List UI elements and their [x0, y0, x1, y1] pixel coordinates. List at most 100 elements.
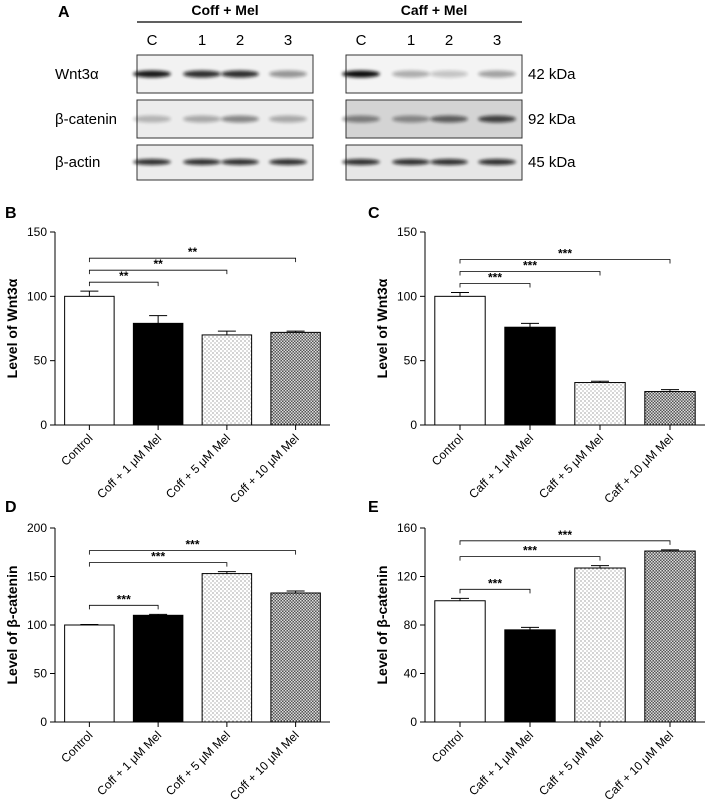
significance-label: *** — [151, 550, 165, 564]
y-tick-label: 150 — [27, 570, 47, 584]
bar — [201, 573, 253, 723]
blot-band — [133, 159, 171, 165]
blot-size-label: 42 kDa — [528, 66, 576, 83]
blot-band — [183, 159, 221, 165]
x-tick-label: Caff + 10 μM Mel — [601, 728, 676, 803]
significance-bracket — [88, 604, 159, 610]
x-tick-label: Coff + 5 μM Mel — [163, 431, 233, 501]
bar — [434, 600, 486, 723]
lane-label: 3 — [493, 32, 501, 49]
bar — [644, 550, 696, 723]
panel-label: B — [5, 205, 17, 222]
x-tick-label: Coff + 10 μM Mel — [227, 728, 302, 803]
significance-label: *** — [488, 270, 502, 284]
significance-bracket — [459, 283, 531, 288]
y-tick-label: 0 — [40, 418, 47, 432]
x-tick-label: Control — [429, 431, 466, 468]
blot-band — [392, 115, 430, 123]
blot-size-label: 92 kDa — [528, 111, 576, 128]
x-tick-label: Caff + 5 μM Mel — [536, 431, 606, 501]
y-tick-label: 80 — [404, 618, 418, 632]
bar — [504, 629, 556, 723]
blot-size-label: 45 kDa — [528, 154, 576, 171]
significance-bracket — [88, 257, 297, 263]
lane-label: 3 — [284, 32, 292, 49]
panel-label: E — [368, 499, 379, 516]
y-axis-label: Level of Wnt3α — [4, 278, 20, 378]
significance-bracket — [88, 281, 159, 287]
significance-label: ** — [153, 257, 163, 271]
blot-group-label: Coff + Mel — [191, 2, 258, 18]
significance-label: *** — [523, 258, 537, 272]
x-tick-label: Coff + 10 μM Mel — [227, 431, 302, 506]
lane-label: C — [356, 32, 367, 49]
blot-band — [342, 115, 380, 123]
blot-row-label: β-actin — [55, 154, 100, 171]
significance-label: ** — [119, 269, 129, 283]
y-tick-label: 0 — [410, 715, 417, 729]
blot-band — [221, 115, 259, 123]
significance-label: *** — [185, 538, 199, 552]
significance-bracket — [88, 550, 297, 555]
x-tick-label: Control — [429, 728, 466, 765]
bar — [64, 295, 115, 426]
blot-band — [221, 159, 259, 165]
x-tick-label: Coff + 1 μM Mel — [94, 728, 164, 798]
y-tick-label: 150 — [397, 225, 417, 239]
blot-band — [392, 159, 430, 165]
blot-band — [392, 70, 430, 78]
bar — [270, 592, 321, 723]
panel-label: D — [5, 499, 17, 516]
significance-bracket — [459, 271, 601, 276]
bar — [504, 326, 556, 426]
lane-label: 2 — [236, 32, 244, 49]
y-tick-label: 100 — [27, 289, 47, 303]
blot-band — [269, 159, 307, 165]
blot-row-label: Wnt3α — [55, 66, 99, 83]
bar — [574, 567, 626, 723]
blot-band — [183, 115, 221, 123]
significance-label: *** — [558, 246, 572, 260]
lane-label: 1 — [407, 32, 415, 49]
significance-label: *** — [523, 544, 537, 558]
blot-band — [342, 159, 380, 165]
blot-band — [430, 159, 468, 165]
bar — [434, 295, 486, 426]
significance-label: ** — [188, 245, 198, 259]
significance-bracket — [88, 269, 228, 275]
blot-band — [478, 115, 516, 123]
x-tick-label: Control — [58, 728, 95, 765]
blot-band — [430, 115, 468, 123]
x-tick-label: Caff + 5 μM Mel — [536, 728, 606, 798]
significance-label: *** — [488, 576, 502, 590]
bar — [64, 624, 115, 723]
significance-bracket — [459, 588, 531, 594]
x-tick-label: Control — [58, 431, 95, 468]
y-tick-label: 100 — [397, 289, 417, 303]
y-tick-label: 0 — [410, 418, 417, 432]
y-tick-label: 150 — [27, 225, 47, 239]
blot-band — [430, 70, 468, 78]
significance-bracket — [459, 556, 601, 561]
blot-band — [269, 70, 307, 78]
blot-band — [342, 70, 380, 78]
panel-label: C — [368, 205, 380, 222]
y-tick-label: 160 — [397, 521, 417, 535]
panel-label: A — [58, 4, 70, 21]
y-tick-label: 50 — [404, 354, 418, 368]
blot-band — [183, 70, 221, 78]
blot-band — [221, 70, 259, 78]
blot-band — [478, 159, 516, 165]
y-tick-label: 50 — [34, 667, 48, 681]
blot-row-label: β-catenin — [55, 111, 117, 128]
lane-label: C — [147, 32, 158, 49]
y-axis-label: Level of β-catenin — [374, 565, 390, 684]
significance-bracket — [459, 540, 671, 545]
bar — [270, 331, 321, 426]
significance-label: *** — [117, 592, 131, 606]
blot-band — [478, 70, 516, 78]
bar — [574, 382, 626, 426]
lane-label: 2 — [445, 32, 453, 49]
bar — [201, 334, 253, 426]
